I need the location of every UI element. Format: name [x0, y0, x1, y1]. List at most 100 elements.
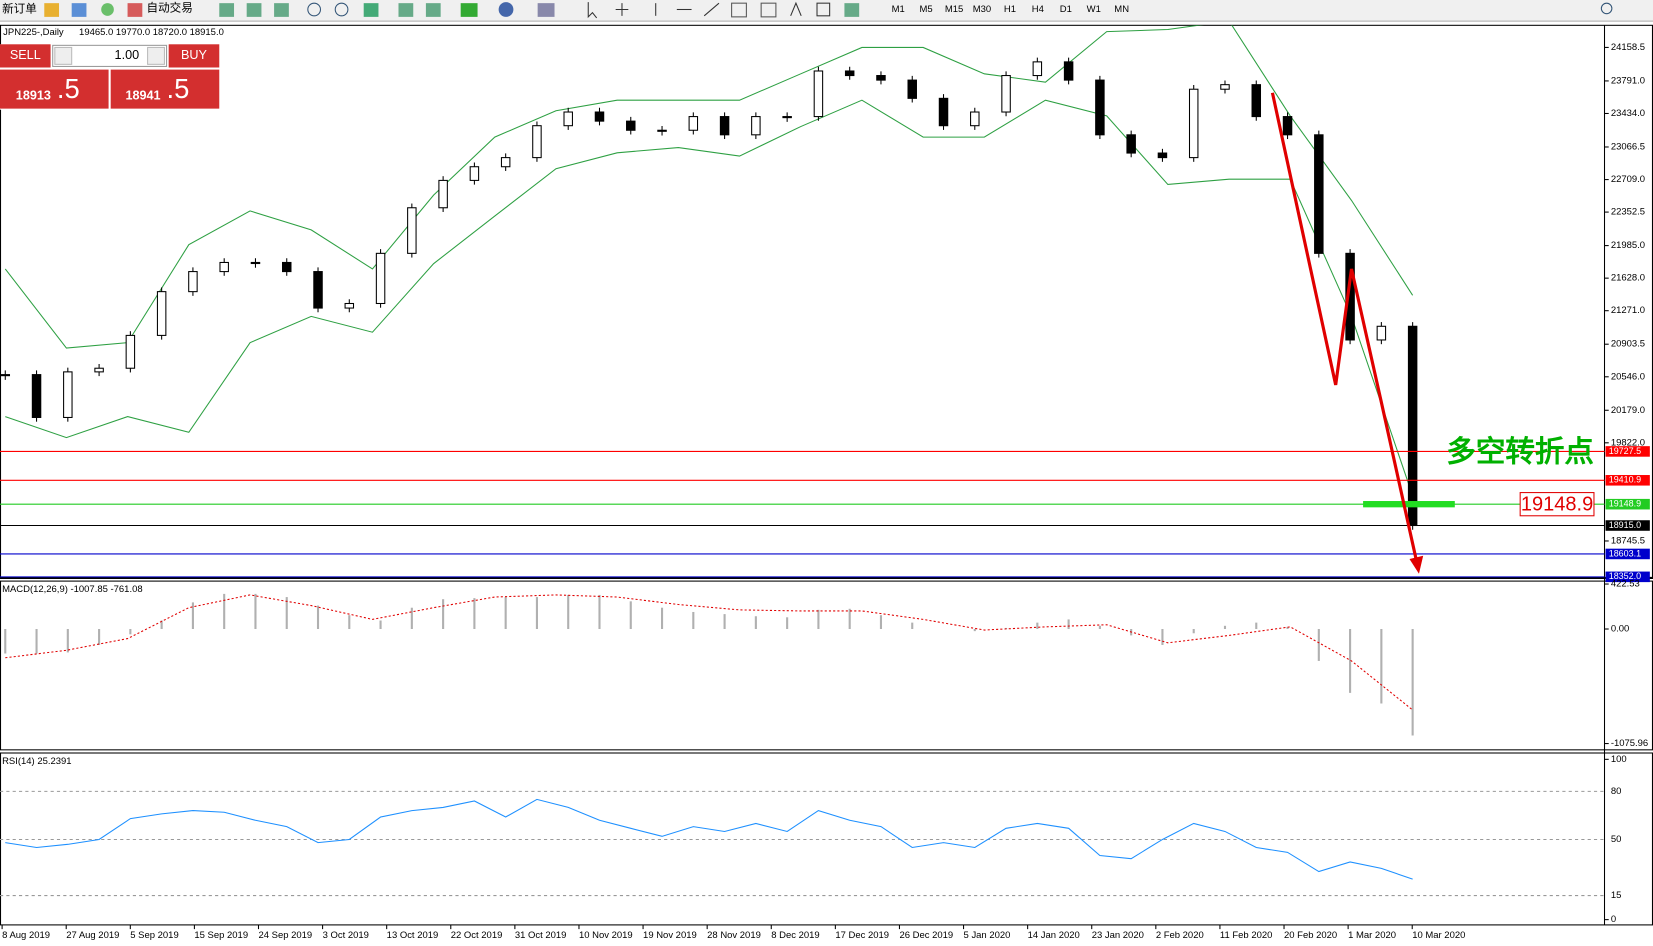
- timeframe-button[interactable]: M5: [920, 4, 933, 15]
- x-tick-label: 2 Feb 2020: [1156, 930, 1204, 941]
- arrows-tool[interactable]: [844, 3, 860, 17]
- panel: [0, 580, 1653, 751]
- x-tick-label: 19 Nov 2019: [643, 930, 697, 941]
- zoom-out[interactable]: [334, 2, 349, 17]
- templates[interactable]: [537, 3, 555, 17]
- icon[interactable]: [425, 3, 441, 17]
- y-tick-label: 20179.0: [1611, 405, 1645, 416]
- icon[interactable]: [760, 2, 777, 18]
- timeframe-button[interactable]: M1: [892, 4, 905, 15]
- y-tick-label: -1075.96: [1611, 738, 1648, 749]
- price-level-label: 19727.5: [1609, 446, 1641, 456]
- x-tick-label: 13 Oct 2019: [387, 930, 439, 941]
- periods[interactable]: [498, 2, 514, 17]
- cursor-tool[interactable]: [587, 2, 598, 19]
- timeframe-button[interactable]: W1: [1087, 4, 1101, 15]
- price-level-tag: [1605, 520, 1650, 531]
- candle: [1220, 84, 1230, 90]
- y-tick-label: 100: [1611, 754, 1627, 765]
- y-tick-label: 23434.0: [1611, 108, 1645, 119]
- trendline-tool[interactable]: [703, 2, 720, 17]
- candle: [438, 179, 448, 209]
- rsi-title: RSI(14) 25.2391: [2, 756, 71, 767]
- x-tick-label: 15 Sep 2019: [194, 930, 248, 941]
- y-tick-label: 22352.5: [1611, 207, 1645, 218]
- y-tick-label: 21271.0: [1611, 305, 1645, 316]
- icon[interactable]: [219, 3, 235, 17]
- auto-trading-icon[interactable]: [127, 3, 143, 17]
- candle: [1157, 152, 1168, 159]
- y-tick-label: 18745.5: [1611, 535, 1645, 546]
- x-tick-label: 10 Mar 2020: [1412, 930, 1465, 941]
- price-level-label: 18352.0: [1609, 571, 1641, 581]
- price-level-tag: [1605, 571, 1650, 583]
- bid-box[interactable]: [0, 69, 109, 109]
- candle: [156, 291, 167, 336]
- label-tool[interactable]: [816, 2, 831, 17]
- y-tick-label: 24158.5: [1611, 42, 1645, 53]
- icon[interactable]: [44, 3, 60, 17]
- indicators[interactable]: [460, 3, 478, 17]
- icon[interactable]: [398, 3, 414, 17]
- buy-label: BUY: [181, 48, 208, 62]
- timeframe-button[interactable]: MN: [1114, 4, 1129, 15]
- pivot-value: 19148.9: [1521, 494, 1593, 516]
- candle: [219, 261, 229, 273]
- timeframe-button[interactable]: M30: [973, 4, 991, 15]
- buy-button[interactable]: [168, 44, 220, 68]
- price-level-label: 18915.0: [1609, 520, 1641, 530]
- icon[interactable]: [71, 3, 87, 17]
- timeframe-button[interactable]: M15: [945, 4, 963, 15]
- pivot-text: 多空转折点: [1446, 433, 1594, 468]
- candle: [313, 271, 323, 309]
- y-tick-label: 50: [1611, 834, 1622, 845]
- x-tick-label: 5 Jan 2020: [964, 930, 1011, 941]
- candle: [125, 334, 136, 369]
- zoom-in[interactable]: [307, 2, 322, 17]
- icon[interactable]: [731, 2, 747, 18]
- candle: [1314, 134, 1324, 254]
- y-tick-label: 20546.0: [1611, 371, 1645, 382]
- candle: [532, 125, 542, 159]
- sell-button[interactable]: [0, 44, 51, 68]
- price-level-tag: [1605, 498, 1650, 510]
- candle: [563, 111, 573, 127]
- search[interactable]: [1600, 2, 1613, 15]
- icon[interactable]: [101, 3, 114, 16]
- new-order-button[interactable]: 新订单: [2, 2, 37, 16]
- candle: [1063, 61, 1074, 81]
- hand-drawn-arrow: [1270, 92, 1420, 568]
- x-tick-label: 14 Jan 2020: [1028, 930, 1080, 941]
- volume-input[interactable]: [52, 44, 168, 67]
- candle: [250, 261, 261, 265]
- arrow-head: [1409, 555, 1424, 574]
- candle: [782, 116, 792, 119]
- auto-trading-button[interactable]: 自动交易: [147, 0, 193, 14]
- icon[interactable]: [246, 3, 262, 17]
- timeframe-button[interactable]: H4: [1032, 4, 1044, 15]
- crosshair-tool[interactable]: [615, 3, 629, 16]
- price-level-label: 19410.9: [1609, 475, 1641, 485]
- icon[interactable]: [363, 3, 379, 17]
- timeframe-button[interactable]: H1: [1004, 4, 1016, 15]
- price-level-tag: [1605, 446, 1650, 457]
- y-tick-label: 0: [1611, 914, 1616, 925]
- icon[interactable]: [274, 3, 289, 17]
- x-tick-label: 5 Sep 2019: [130, 930, 178, 941]
- ask-box[interactable]: [110, 69, 220, 109]
- ohlc-label: 19465.0 19770.0 18720.0 18915.0: [79, 27, 224, 38]
- x-tick-label: 1 Mar 2020: [1348, 930, 1396, 941]
- sell-label: SELL: [10, 48, 41, 62]
- candle: [970, 111, 980, 127]
- text-tool[interactable]: [790, 1, 802, 17]
- x-tick-label: 27 Aug 2019: [66, 930, 119, 941]
- y-tick-label: 422.53: [1611, 579, 1640, 590]
- price-level-label: 18603.1: [1609, 548, 1641, 558]
- volume-down[interactable]: [54, 46, 73, 65]
- candle: [344, 302, 355, 309]
- timeframe-button[interactable]: D1: [1060, 4, 1072, 15]
- volume-up[interactable]: [147, 46, 165, 65]
- x-tick-label: 8 Aug 2019: [2, 930, 50, 941]
